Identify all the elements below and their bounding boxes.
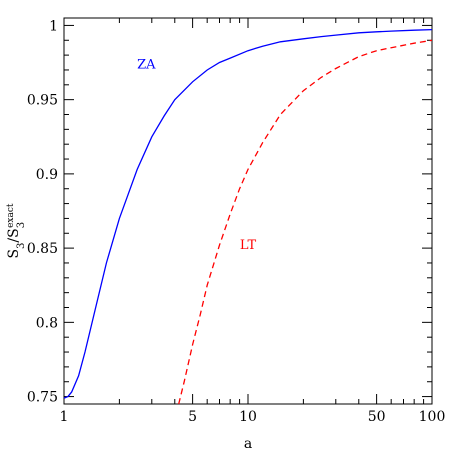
series-za-label: ZA — [137, 57, 156, 72]
y-label-base: S — [6, 249, 22, 259]
y-tick-label: 1 — [49, 18, 58, 34]
y-tick-label: 0.9 — [36, 167, 58, 183]
series-labels: ZA LT — [137, 57, 256, 252]
y-tick-label: 0.8 — [36, 315, 58, 331]
y-label-base2: S — [6, 228, 22, 238]
y-tick-label: 0.75 — [27, 390, 58, 406]
series-lt-label: LT — [240, 238, 257, 253]
axis-ticks — [63, 18, 432, 404]
y-label-sep: / — [6, 238, 22, 243]
y-tick-label: 0.85 — [27, 241, 58, 257]
series-layer — [63, 28, 433, 405]
x-tick-label: 1 — [60, 409, 69, 425]
x-tick-label: 5 — [188, 409, 197, 425]
series-za-line — [63, 28, 433, 399]
x-tick-label: 10 — [239, 409, 257, 425]
series-lt-line — [178, 39, 433, 405]
x-axis-label: a — [244, 436, 252, 452]
y-label-sup2: exact — [6, 203, 16, 228]
plot-frame — [63, 17, 433, 405]
y-label-sub: 3 — [16, 243, 27, 249]
y-axis-label: S3/S3exact — [6, 203, 27, 258]
x-tick-label: 100 — [419, 409, 446, 425]
y-label-sub2: 3 — [16, 222, 27, 228]
tick-labels: 1 5 10 50 100 0.75 0.8 0.85 0.9 0.95 1 — [27, 18, 446, 425]
x-tick-label: 50 — [368, 409, 386, 425]
y-tick-label: 0.95 — [27, 93, 58, 109]
